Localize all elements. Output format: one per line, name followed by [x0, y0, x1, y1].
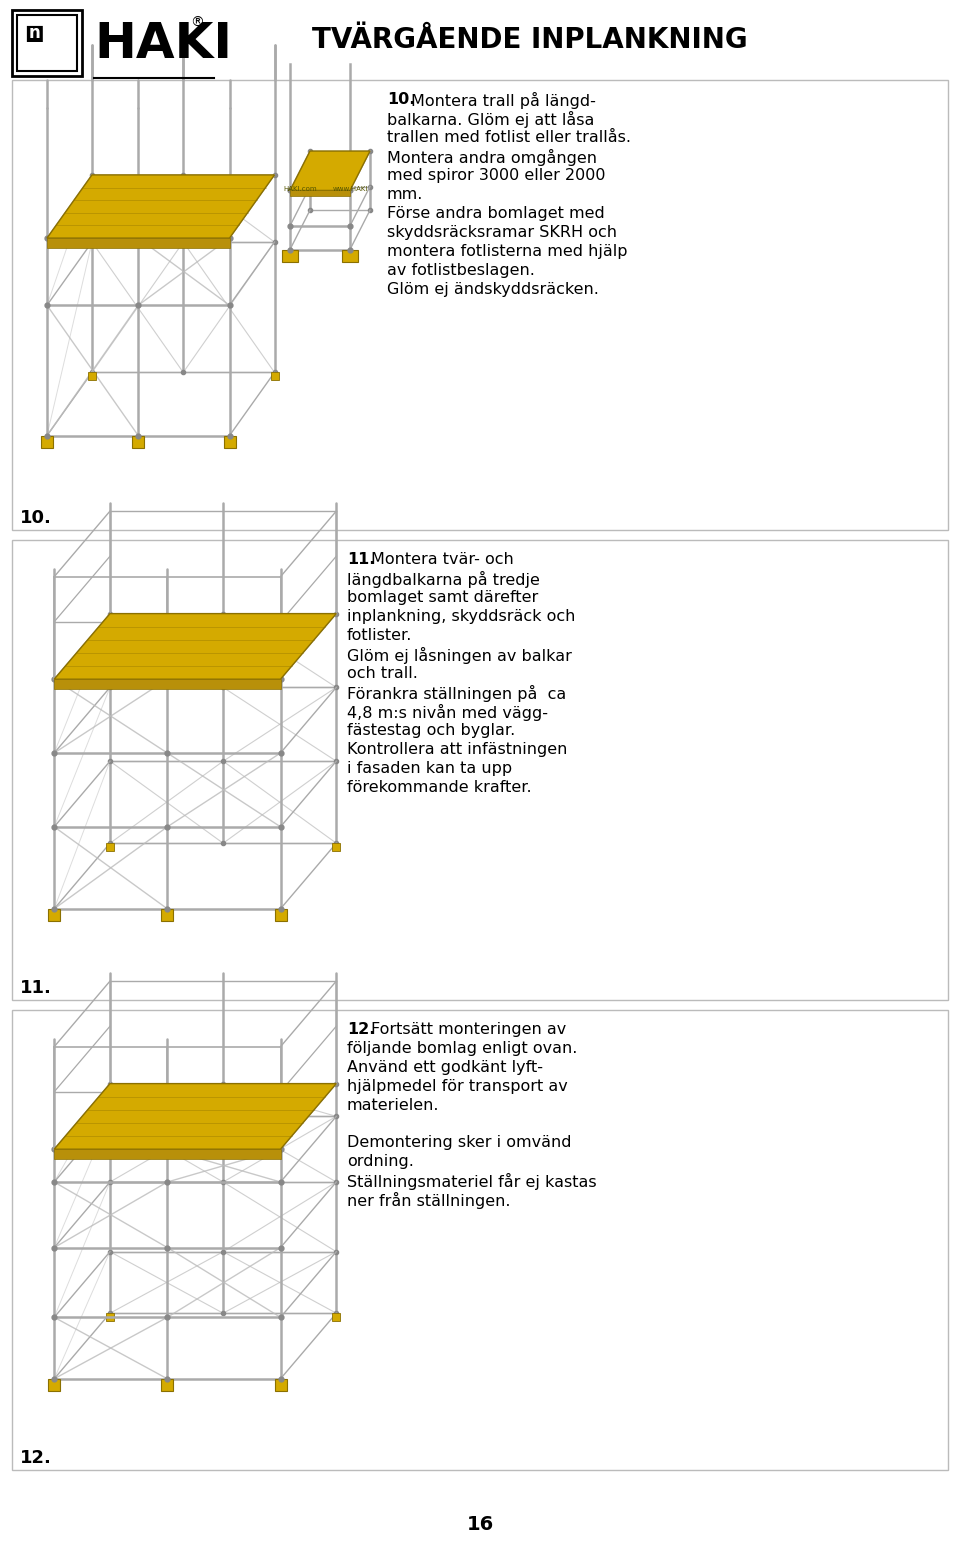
Bar — [12, 539, 948, 1000]
Text: ner från ställningen.: ner från ställningen. — [347, 1193, 511, 1210]
Text: mm.: mm. — [387, 186, 423, 202]
Text: Kontrollera att infästningen: Kontrollera att infästningen — [347, 743, 567, 757]
Bar — [271, 373, 278, 381]
Bar — [332, 1313, 340, 1321]
Polygon shape — [54, 1083, 336, 1150]
Text: HAKI.com: HAKI.com — [283, 186, 317, 193]
Bar — [106, 1313, 114, 1321]
Text: förekommande krafter.: förekommande krafter. — [347, 780, 532, 795]
Bar — [12, 1009, 948, 1470]
Text: montera fotlisterna med hjälp: montera fotlisterna med hjälp — [387, 243, 628, 259]
Bar — [161, 1379, 174, 1392]
Polygon shape — [47, 174, 275, 239]
Text: Montera andra omgången: Montera andra omgången — [387, 149, 597, 166]
Text: längdbalkarna på tredje: längdbalkarna på tredje — [347, 572, 540, 589]
Bar — [332, 843, 340, 851]
Bar — [48, 1379, 60, 1392]
Text: Ställningsmateriel får ej kastas: Ställningsmateriel får ej kastas — [347, 1173, 596, 1190]
Text: fästestag och byglar.: fästestag och byglar. — [347, 723, 516, 738]
Text: 10.: 10. — [387, 92, 416, 106]
Text: 10.: 10. — [20, 509, 52, 527]
Text: följande bomlag enligt ovan.: följande bomlag enligt ovan. — [347, 1042, 577, 1056]
Bar — [275, 1379, 286, 1392]
Text: 12.: 12. — [20, 1449, 52, 1467]
Text: i fasaden kan ta upp: i fasaden kan ta upp — [347, 761, 512, 777]
Text: Förse andra bomlaget med: Förse andra bomlaget med — [387, 206, 605, 220]
Bar — [132, 436, 144, 447]
Text: inplankning, skyddsräck och: inplankning, skyddsräck och — [347, 609, 575, 624]
Text: 11.: 11. — [20, 979, 52, 997]
Text: av fotlistbeslagen.: av fotlistbeslagen. — [387, 264, 535, 277]
Text: och trall.: och trall. — [347, 666, 418, 681]
Text: med spiror 3000 eller 2000: med spiror 3000 eller 2000 — [387, 168, 606, 183]
Bar — [275, 909, 286, 922]
Text: Glöm ej ändskyddsräcken.: Glöm ej ändskyddsräcken. — [387, 282, 599, 297]
Text: ®: ® — [190, 15, 204, 29]
Bar — [12, 9, 82, 76]
Bar — [41, 436, 53, 447]
Text: Glöm ej låsningen av balkar: Glöm ej låsningen av balkar — [347, 647, 572, 664]
Text: n: n — [28, 25, 40, 42]
Text: Använd ett godkänt lyft-: Använd ett godkänt lyft- — [347, 1060, 543, 1076]
Text: TVÄRGÅENDE INPLANKNING: TVÄRGÅENDE INPLANKNING — [312, 26, 748, 54]
Bar — [48, 909, 60, 922]
Text: bomlaget samt därefter: bomlaget samt därefter — [347, 590, 539, 606]
Text: 12.: 12. — [347, 1022, 375, 1037]
Bar — [88, 373, 96, 381]
Text: balkarna. Glöm ej att låsa: balkarna. Glöm ej att låsa — [387, 111, 594, 128]
Text: Montera trall på längd-: Montera trall på längd- — [411, 92, 596, 109]
Text: Demontering sker i omvänd: Demontering sker i omvänd — [347, 1136, 571, 1150]
Bar — [17, 15, 77, 71]
Text: ■: ■ — [24, 23, 44, 43]
Bar — [106, 843, 114, 851]
Polygon shape — [290, 191, 350, 196]
Bar — [224, 436, 235, 447]
Polygon shape — [54, 680, 280, 689]
Text: hjälpmedel för transport av: hjälpmedel för transport av — [347, 1079, 567, 1094]
Polygon shape — [47, 239, 229, 248]
Text: 16: 16 — [467, 1515, 493, 1535]
Text: 4,8 m:s nivån med vägg-: 4,8 m:s nivån med vägg- — [347, 704, 548, 721]
Text: trallen med fotlist eller trallås.: trallen med fotlist eller trallås. — [387, 129, 631, 145]
Bar — [12, 80, 948, 530]
Bar — [342, 250, 358, 262]
Text: www.HAKI: www.HAKI — [332, 186, 368, 193]
Text: ordning.: ordning. — [347, 1154, 414, 1170]
Text: 11.: 11. — [347, 552, 375, 567]
Bar — [282, 250, 298, 262]
Text: fotlister.: fotlister. — [347, 629, 413, 643]
Text: Fortsätt monteringen av: Fortsätt monteringen av — [371, 1022, 566, 1037]
Text: materielen.: materielen. — [347, 1099, 440, 1113]
Polygon shape — [54, 613, 336, 680]
Text: Montera tvär- och: Montera tvär- och — [371, 552, 514, 567]
Polygon shape — [290, 151, 370, 191]
Polygon shape — [54, 1150, 280, 1159]
Bar — [161, 909, 174, 922]
Text: Förankra ställningen på  ca: Förankra ställningen på ca — [347, 686, 566, 703]
Text: HAKI: HAKI — [94, 20, 232, 68]
Text: skyddsräcksramar SKRH och: skyddsräcksramar SKRH och — [387, 225, 617, 240]
